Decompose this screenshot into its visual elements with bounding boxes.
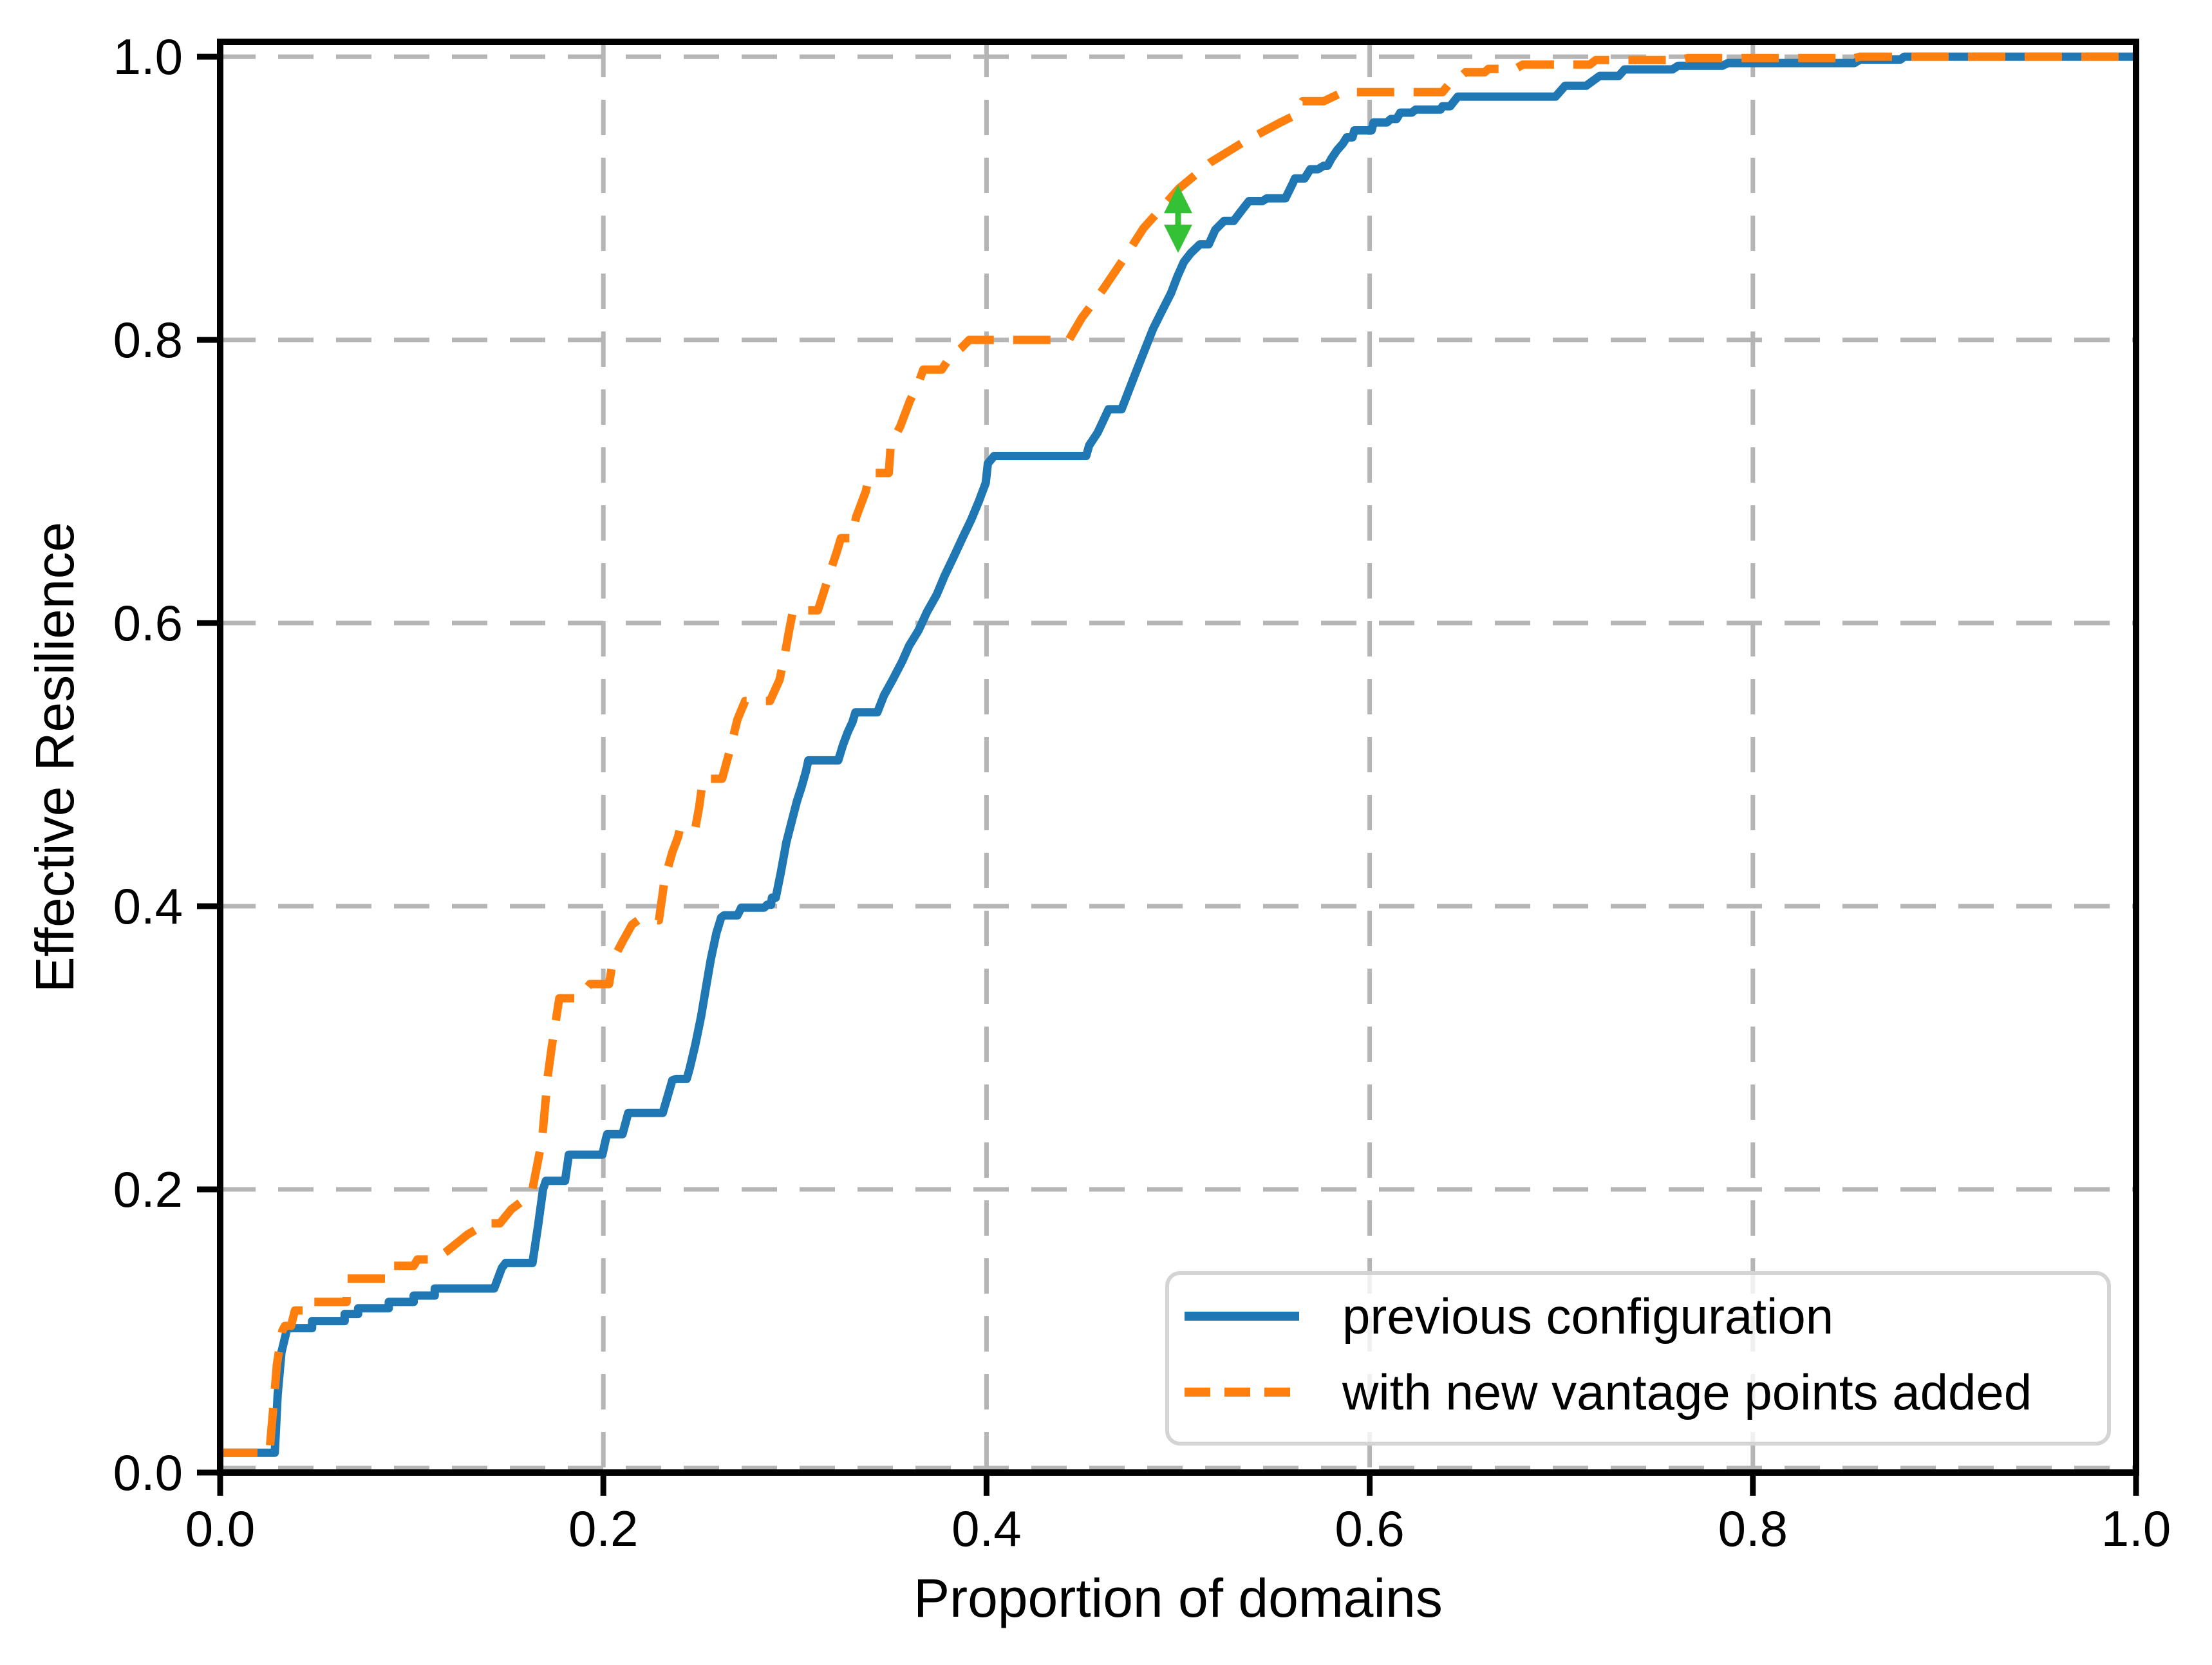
series-line-new-vantage-points	[220, 52, 2136, 1457]
y-tick-label-1.0: 1.0	[113, 28, 183, 85]
y-tick-label-0.2: 0.2	[113, 1161, 183, 1218]
y-tick-label-0.0: 0.0	[113, 1444, 183, 1501]
legend-box	[1165, 1271, 2111, 1446]
y-tick-label-0.6: 0.6	[113, 595, 183, 651]
series-line-previous-configuration	[220, 52, 2136, 1457]
y-axis-label: Effective Resilience	[24, 522, 85, 992]
improvement-arrow-head-up	[1164, 185, 1192, 214]
x-tick-label-0.4: 0.4	[951, 1500, 1021, 1557]
improvement-arrow-head-down	[1164, 225, 1192, 254]
x-tick-label-0.6: 0.6	[1335, 1500, 1404, 1557]
legend-label-previous-configuration: previous configuration	[1342, 1288, 1833, 1344]
x-tick-label-0.8: 0.8	[1718, 1500, 1788, 1557]
x-tick-label-0.0: 0.0	[185, 1500, 255, 1557]
x-axis-label: Proportion of domains	[914, 1568, 1443, 1628]
x-tick-label-0.2: 0.2	[568, 1500, 638, 1557]
legend-label-new-vantage-points: with new vantage points added	[1342, 1364, 2032, 1420]
x-tick-label-1.0: 1.0	[2101, 1500, 2171, 1557]
y-tick-label-0.4: 0.4	[113, 878, 183, 935]
plot-border	[217, 39, 2139, 1476]
y-tick-label-0.8: 0.8	[113, 312, 183, 368]
